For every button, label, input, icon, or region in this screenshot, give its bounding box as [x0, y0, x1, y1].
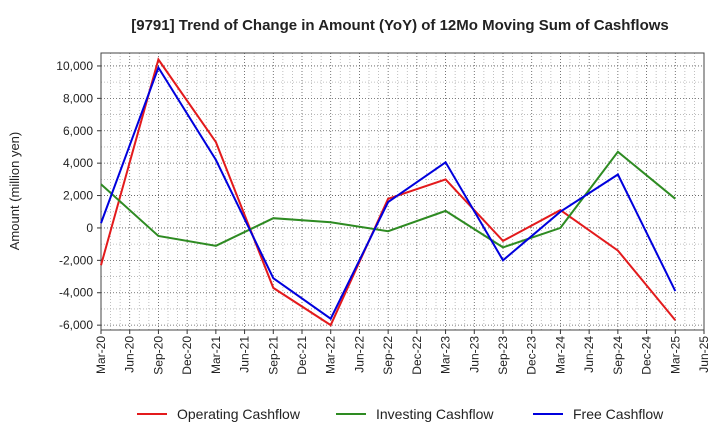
y-tick-label: 10,000: [56, 59, 93, 73]
y-tick-label: -4,000: [59, 286, 93, 300]
y-axis-label: Amount (million yen): [7, 132, 22, 251]
x-tick-label: Jun-20: [123, 336, 137, 373]
legend-label-operating-cashflow: Operating Cashflow: [177, 406, 301, 422]
x-tick-label: Mar-21: [209, 336, 223, 374]
x-tick-label: Mar-23: [439, 336, 453, 374]
y-tick-label: -6,000: [59, 318, 93, 332]
x-tick-label: Sep-22: [381, 336, 395, 375]
x-tick-label: Jun-21: [238, 336, 252, 373]
y-tick-label: -2,000: [59, 253, 93, 267]
x-tick-label: Mar-22: [324, 336, 338, 374]
legend: Operating Cashflow Investing Cashflow Free…: [137, 406, 664, 422]
series-line-investing-cashflow: [100, 150, 676, 249]
plot-area: -6,000 -4,000 -2,000 0 2,000 4,000 6,000 8,000 1…: [56, 52, 711, 375]
y-tick-label: 8,000: [63, 91, 93, 105]
x-tick-label: Mar-20: [94, 336, 108, 374]
x-tick-label: Dec-22: [410, 336, 424, 375]
series-line-free-cashflow: [100, 65, 677, 321]
y-tick-label: 0: [86, 221, 93, 235]
x-tick-label: Sep-23: [496, 336, 510, 375]
y-tick-label: 2,000: [63, 189, 93, 203]
x-tick-label: Mar-24: [553, 336, 567, 374]
x-tick-label: Jun-22: [352, 336, 366, 373]
x-tick-label: Dec-23: [525, 336, 539, 375]
x-tick-label: Dec-21: [295, 336, 309, 375]
series-line-operating-cashflow: [100, 57, 677, 327]
x-tick-label: Sep-21: [266, 336, 280, 375]
plot-frame: [100, 52, 705, 331]
x-tick-label: Jun-24: [582, 336, 596, 373]
legend-label-free-cashflow: Free Cashflow: [573, 406, 664, 422]
chart-title: [9791] Trend of Change in Amount (YoY) o…: [131, 17, 669, 34]
x-tick-label: Jun-23: [467, 336, 481, 373]
y-tick-label: 4,000: [63, 156, 93, 170]
x-tick-label: Sep-24: [611, 336, 625, 375]
y-tick-label: 6,000: [63, 124, 93, 138]
legend-label-investing-cashflow: Investing Cashflow: [376, 406, 494, 422]
x-tick-label: Sep-20: [151, 336, 165, 375]
x-tick-label: Mar-25: [668, 336, 682, 374]
x-tick-label: Dec-24: [640, 336, 654, 375]
x-tick-label: Jun-25: [697, 336, 711, 373]
x-tick-label: Dec-20: [180, 336, 194, 375]
